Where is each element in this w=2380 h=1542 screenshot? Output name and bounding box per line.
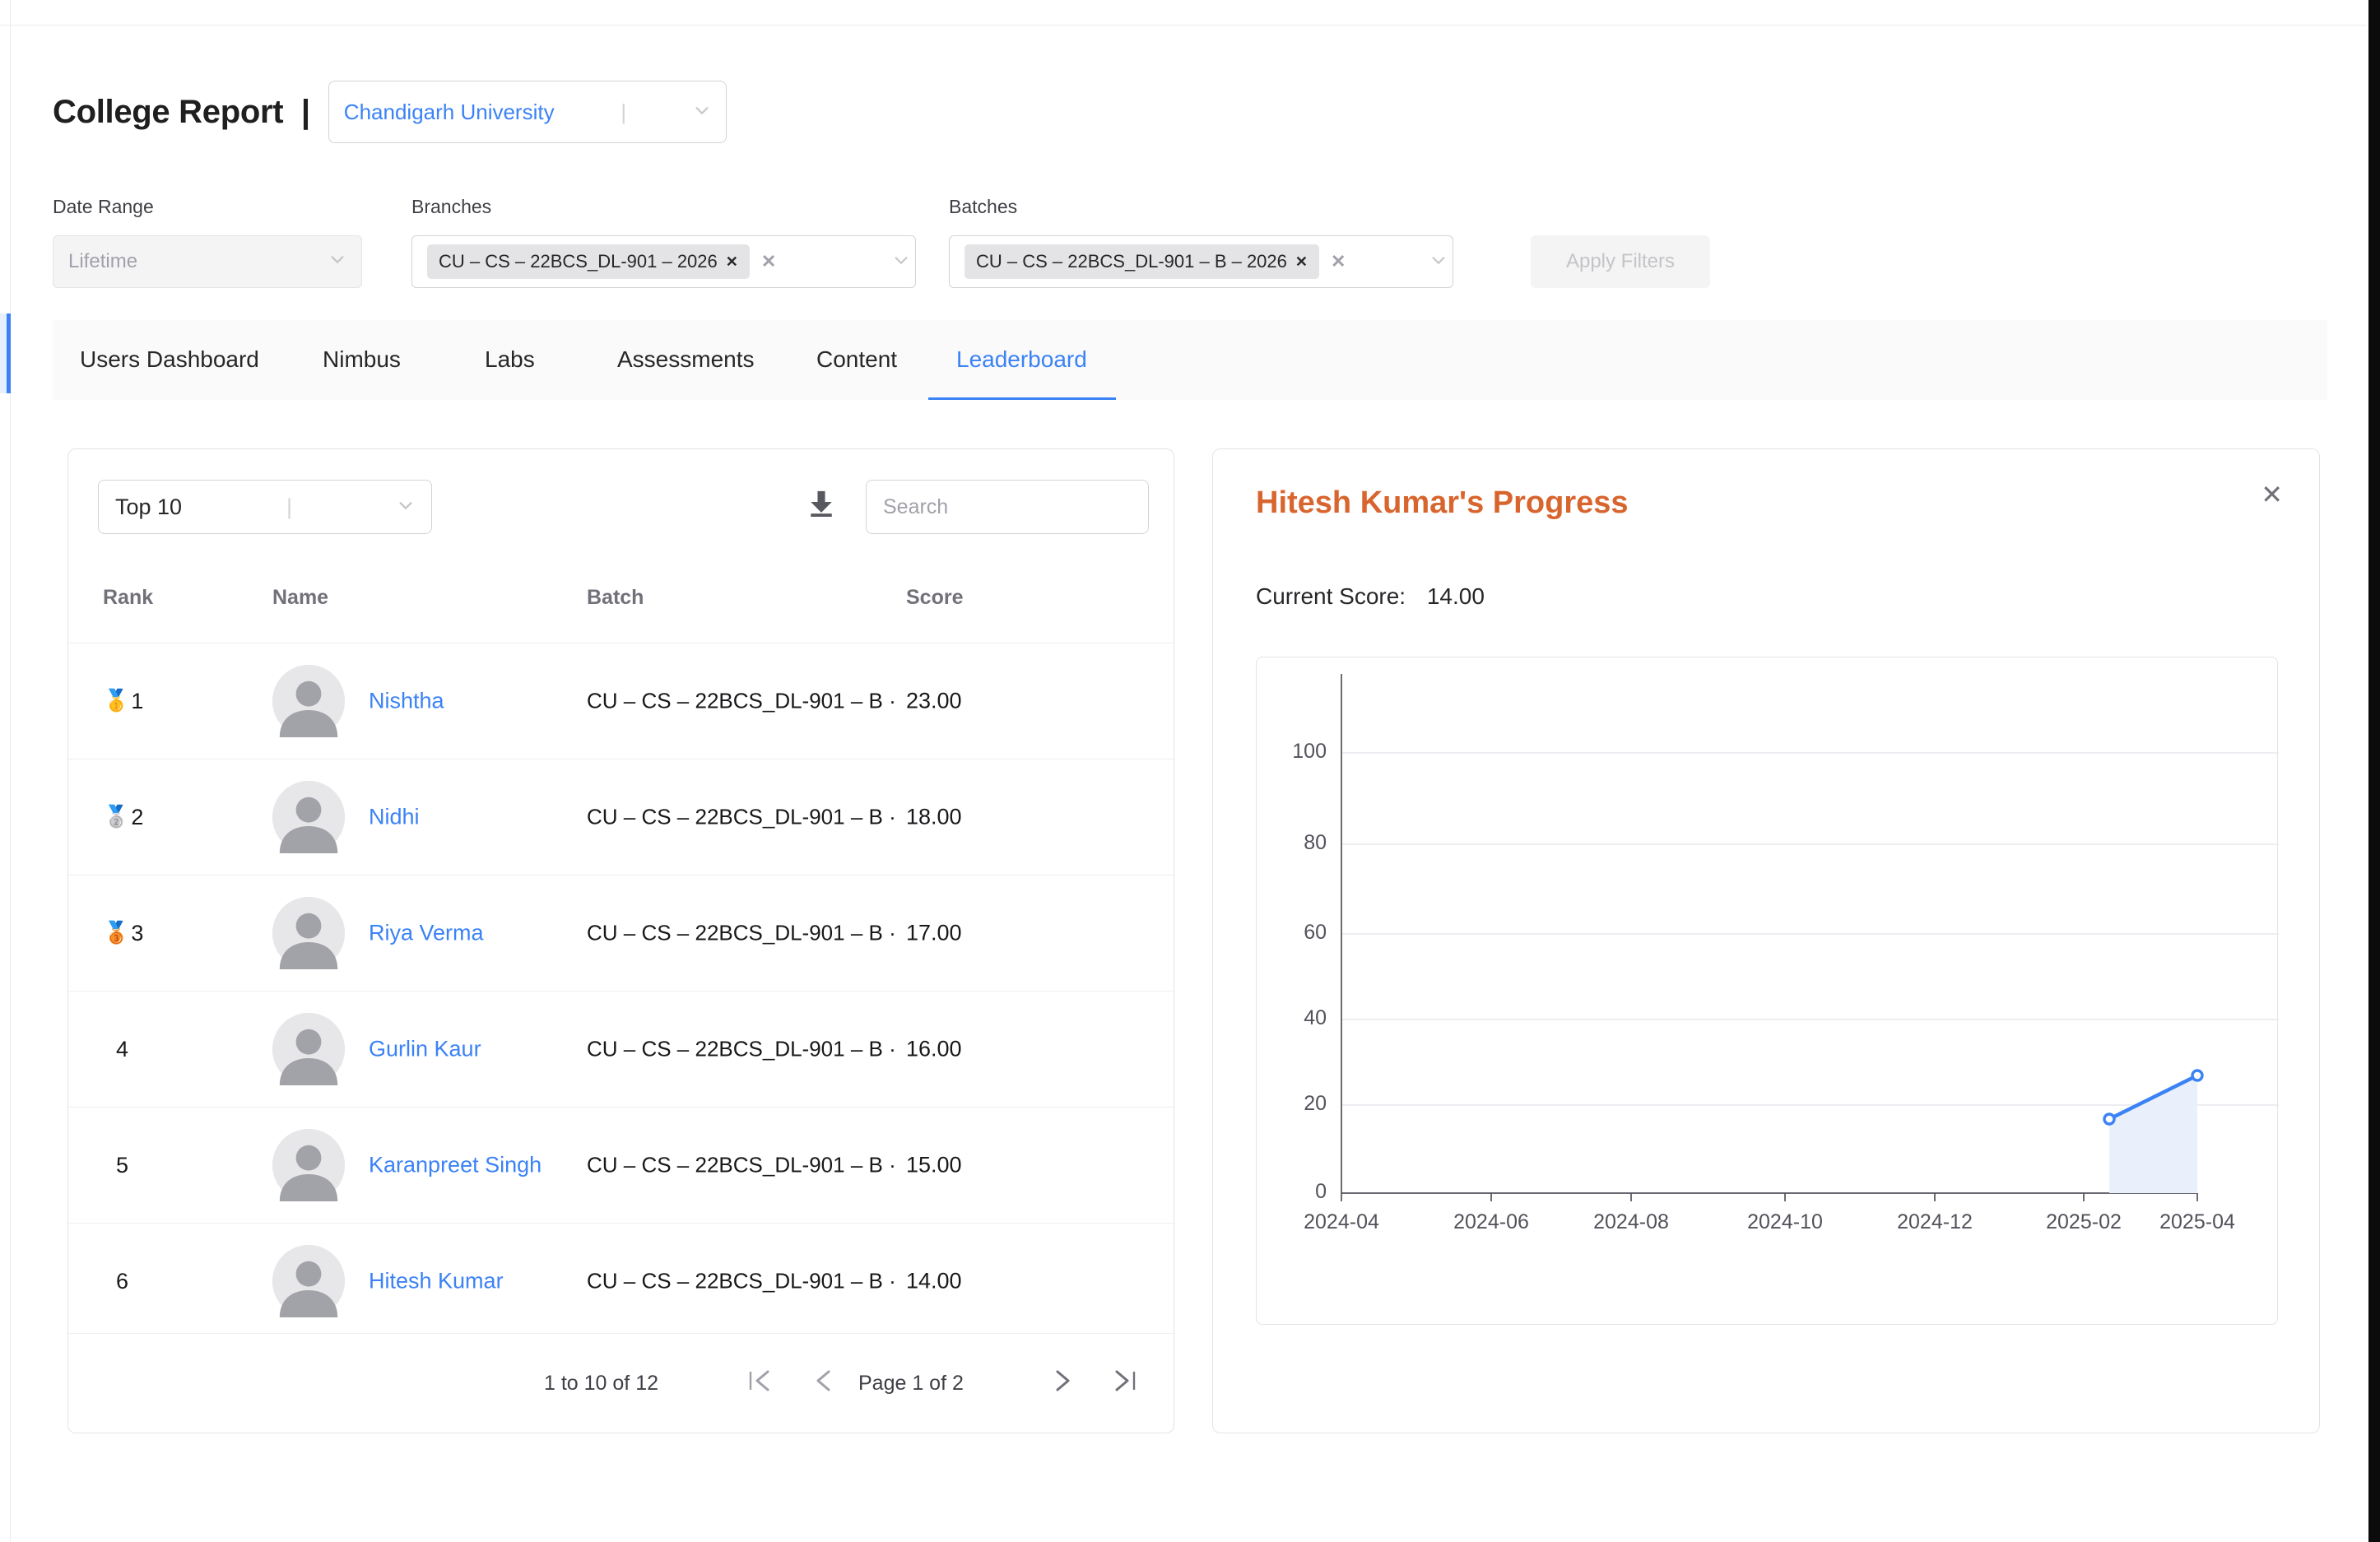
svg-text:2025-04: 2025-04 [2159, 1210, 2235, 1233]
svg-text:0: 0 [1315, 1180, 1327, 1203]
svg-text:2024-08: 2024-08 [1593, 1210, 1669, 1233]
svg-text:2024-04: 2024-04 [1304, 1210, 1379, 1233]
svg-text:40: 40 [1304, 1006, 1327, 1029]
svg-text:2024-10: 2024-10 [1747, 1210, 1823, 1233]
svg-text:2024-12: 2024-12 [1897, 1210, 1973, 1233]
svg-text:2024-06: 2024-06 [1453, 1210, 1529, 1233]
svg-text:2025-02: 2025-02 [2046, 1210, 2122, 1233]
svg-text:20: 20 [1304, 1092, 1327, 1115]
svg-text:80: 80 [1304, 831, 1327, 854]
svg-text:100: 100 [1292, 740, 1327, 763]
svg-text:60: 60 [1304, 921, 1327, 944]
